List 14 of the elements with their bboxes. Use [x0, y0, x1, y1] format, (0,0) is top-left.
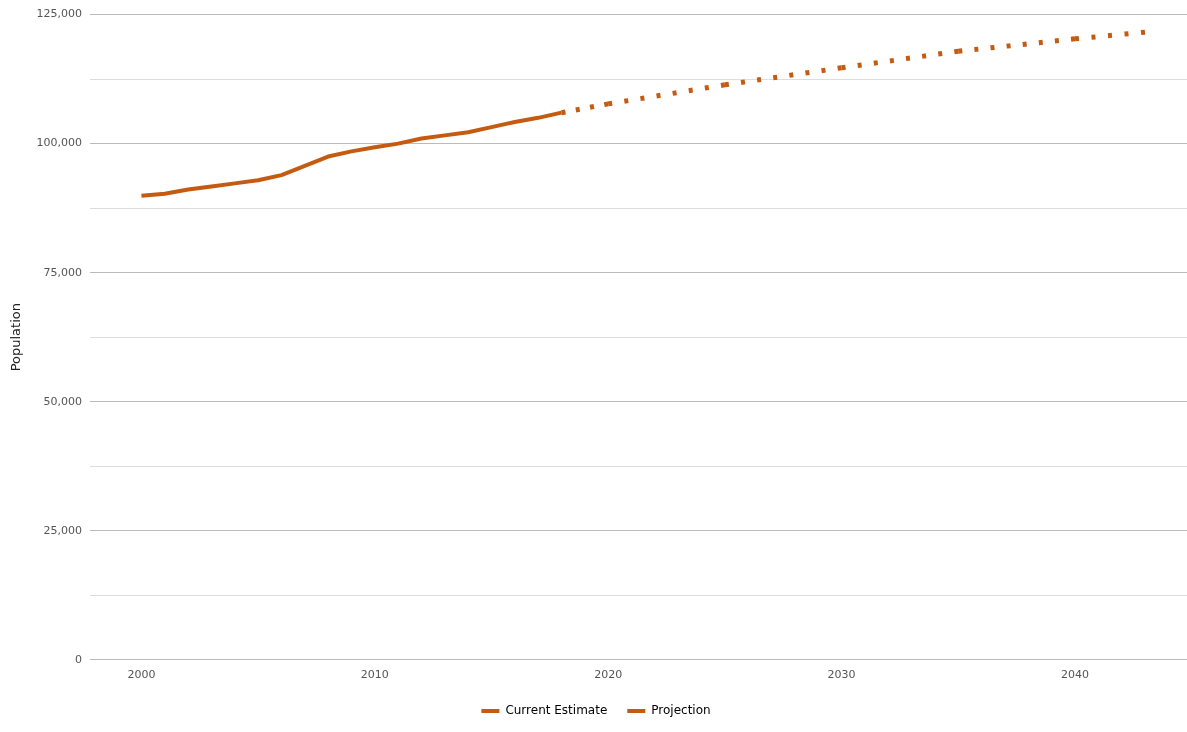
- x-tick-label: 2000: [127, 668, 156, 682]
- x-tick-label: 2040: [1060, 668, 1089, 682]
- y-tick-label: 50,000: [43, 394, 83, 408]
- x-tick-label: 2020: [594, 668, 623, 682]
- y-tick-label: 75,000: [43, 265, 83, 279]
- y-tick-label: 125,000: [36, 7, 83, 21]
- y-axis-title: Population: [8, 303, 24, 372]
- y-tick-label: 0: [75, 652, 83, 666]
- y-tick-label: 25,000: [43, 523, 83, 537]
- y-tick-label: 100,000: [36, 136, 83, 150]
- legend-label: Projection: [651, 703, 711, 718]
- x-tick-label: 2010: [360, 668, 389, 682]
- x-tick-label: 2030: [827, 668, 856, 682]
- legend-label: Current Estimate: [505, 703, 608, 718]
